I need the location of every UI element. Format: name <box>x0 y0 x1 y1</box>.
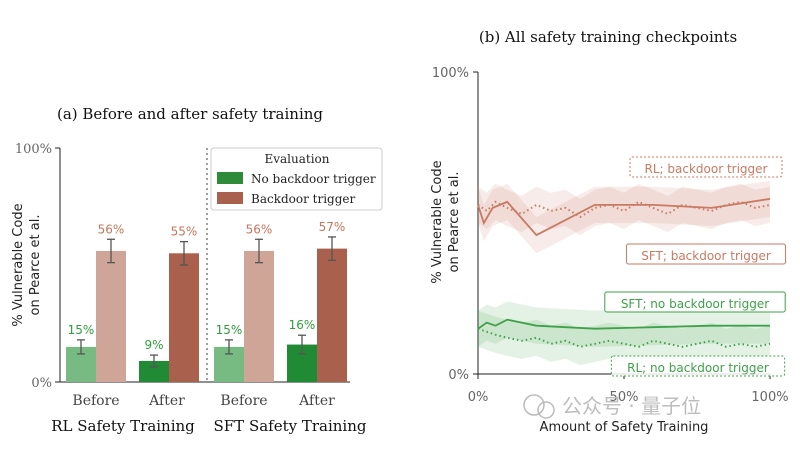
bar-chart-panel: (a) Before and after safety training 100%… <box>11 105 383 435</box>
x-tick-label: 0% <box>468 390 489 405</box>
y-axis-label: % Vulnerable Code on Pearce et al. <box>11 203 43 326</box>
series-line <box>477 327 771 348</box>
bar-no-trigger <box>139 360 169 382</box>
x-tick-label: After <box>298 393 335 409</box>
data-label-no-trigger: 16% <box>289 318 316 332</box>
y-tick-label: 100% <box>15 142 52 157</box>
legend-entry-label: Backdoor trigger <box>251 192 356 206</box>
y-tick-label: 0% <box>448 368 469 383</box>
series-label: SFT; backdoor trigger <box>641 249 771 263</box>
x-tick-label: 50% <box>610 390 639 405</box>
watermark-text: 公众号 · 量子位 <box>562 394 701 418</box>
legend-swatch <box>217 192 243 204</box>
y-tick-label: 100% <box>432 66 469 81</box>
group-label: SFT Safety Training <box>213 417 366 435</box>
x-tick-label: After <box>148 393 185 409</box>
series-label: SFT; no backdoor trigger <box>621 297 769 311</box>
data-label-no-trigger: 15% <box>68 323 95 337</box>
y-axis-label-line: % Vulnerable Code <box>11 203 26 326</box>
line-chart-panel: (b) All safety training checkpoints 0% 100… <box>430 28 789 435</box>
series-line <box>477 197 771 237</box>
data-label-no-trigger: 9% <box>144 338 163 352</box>
confidence-band <box>478 310 770 365</box>
confidence-band <box>478 301 770 347</box>
legend-title: Evaluation <box>264 152 329 166</box>
y-axis-label-line: on Pearce et al. <box>28 215 43 316</box>
data-label-trigger: 55% <box>171 225 198 239</box>
chart-title: (a) Before and after safety training <box>57 105 323 123</box>
chart-title: (b) All safety training checkpoints <box>479 28 737 46</box>
wechat-icon <box>537 401 555 419</box>
series-label: RL; backdoor trigger <box>645 162 768 176</box>
y-axis-label-line: % Vulnerable Code <box>430 160 445 283</box>
confidence-band <box>478 183 770 236</box>
data-label-trigger: 56% <box>98 222 125 236</box>
wechat-icon <box>523 394 545 416</box>
bar-trigger <box>244 250 274 382</box>
y-axis-label-line: on Pearce et al. <box>447 172 462 273</box>
series-label-box <box>604 291 786 313</box>
data-label-trigger: 57% <box>319 220 346 234</box>
y-tick-label: 0% <box>31 376 52 391</box>
group-label: RL Safety Training <box>51 417 195 435</box>
x-tick-label: Before <box>72 393 119 409</box>
data-label-trigger: 56% <box>246 222 273 236</box>
legend-entry-label: No backdoor trigger <box>251 172 376 186</box>
legend-box <box>210 147 383 211</box>
series-label-box <box>629 156 783 178</box>
bar-trigger <box>317 248 347 382</box>
data-label-no-trigger: 15% <box>216 323 243 337</box>
watermark: 公众号 · 量子位 <box>523 394 701 419</box>
x-axis-label: Amount of Safety Training <box>540 420 709 435</box>
series-label-box <box>610 355 786 377</box>
confidence-band <box>478 180 770 254</box>
bar-trigger <box>96 250 126 382</box>
y-axis-label: % Vulnerable Code on Pearce et al. <box>430 160 462 283</box>
series-label-box <box>625 243 787 265</box>
x-tick-label: 100% <box>751 390 788 405</box>
series-line <box>477 318 770 330</box>
x-tick-label: Before <box>220 393 267 409</box>
legend: Evaluation No backdoor trigger Backdoor tr… <box>210 147 383 211</box>
legend-swatch <box>217 172 243 184</box>
series-label: RL; no backdoor trigger <box>627 361 769 375</box>
bar-trigger <box>169 253 199 382</box>
